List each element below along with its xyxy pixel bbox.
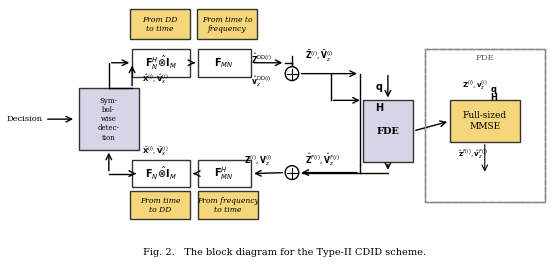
Text: $\hat{\mathbf{Z}}^{\mathrm{DD}(i)}$: $\hat{\mathbf{Z}}^{\mathrm{DD}(i)}$ <box>250 51 271 66</box>
Text: $\mathbf{H}$: $\mathbf{H}$ <box>375 101 384 113</box>
Text: $\mathbf{F}_N \hat{\otimes} \mathbf{I}_M$: $\mathbf{F}_N \hat{\otimes} \mathbf{I}_M… <box>145 165 177 182</box>
Text: $\hat{\mathbf{z}}^{F(i)},\hat{\mathbf{v}}_z^{F(i)}$: $\hat{\mathbf{z}}^{F(i)},\hat{\mathbf{v}… <box>458 148 488 161</box>
Bar <box>450 100 520 142</box>
Text: $\mathbf{H}$: $\mathbf{H}$ <box>490 91 498 102</box>
Bar <box>197 9 257 39</box>
Text: $\hat{\mathbf{Z}}^{F(i)},\hat{\mathbf{V}}_z^{F(i)}$: $\hat{\mathbf{Z}}^{F(i)},\hat{\mathbf{V}… <box>305 151 339 168</box>
Text: From frequency
to time: From frequency to time <box>197 197 259 214</box>
Bar <box>132 160 190 187</box>
Text: $\mathbf{F}_{MN}$: $\mathbf{F}_{MN}$ <box>214 56 234 70</box>
Bar <box>198 191 258 219</box>
Bar <box>132 49 190 77</box>
Text: $\mathbf{q}$: $\mathbf{q}$ <box>490 85 497 96</box>
Text: $\hat{\mathbf{v}}_z^{\mathrm{DD}(i)}$: $\hat{\mathbf{v}}_z^{\mathrm{DD}(i)}$ <box>251 74 271 89</box>
Text: From time to
frequency: From time to frequency <box>202 16 253 33</box>
Bar <box>425 49 545 202</box>
Circle shape <box>285 166 299 180</box>
Text: $\mathbf{q}$: $\mathbf{q}$ <box>375 83 383 94</box>
Bar <box>198 49 252 77</box>
Bar <box>363 100 413 162</box>
Bar <box>79 88 139 150</box>
Text: $\hat{\mathbf{X}}^{(i)},\hat{\mathbf{V}}_x^{(i)}$: $\hat{\mathbf{X}}^{(i)},\hat{\mathbf{V}}… <box>142 72 168 85</box>
Text: FDE: FDE <box>475 54 494 62</box>
Text: Decision: Decision <box>7 115 43 123</box>
Text: $\mathbf{Z}^{(i)},\mathbf{v}_z^{(i)}$: $\mathbf{Z}^{(i)},\mathbf{v}_z^{(i)}$ <box>461 79 487 92</box>
Text: Full-sized
MMSE: Full-sized MMSE <box>463 111 507 131</box>
Text: $\mathbf{Z}^{(i)},\mathbf{V}_z^{(i)}$: $\mathbf{Z}^{(i)},\mathbf{V}_z^{(i)}$ <box>244 153 273 168</box>
Bar <box>198 160 252 187</box>
Text: $\bar{\mathbf{Z}}^{(i)},\bar{\mathbf{V}}_z^{(i)}$: $\bar{\mathbf{Z}}^{(i)},\bar{\mathbf{V}}… <box>305 49 333 64</box>
Text: From time
to DD: From time to DD <box>140 197 181 214</box>
Text: Fig. 2.   The block diagram for the Type-II CDID scheme.: Fig. 2. The block diagram for the Type-I… <box>143 248 425 257</box>
Text: $\mathbf{F}_{MN}^H$: $\mathbf{F}_{MN}^H$ <box>214 165 234 182</box>
Text: $\bar{\mathbf{X}}^{(i)},\bar{\mathbf{V}}_x^{(i)}$: $\bar{\mathbf{X}}^{(i)},\bar{\mathbf{V}}… <box>142 144 168 158</box>
Text: From DD
to time: From DD to time <box>142 16 178 33</box>
Circle shape <box>285 67 299 81</box>
Text: FDE: FDE <box>377 126 399 136</box>
Text: $\mathbf{F}_N^H \hat{\otimes} \mathbf{I}_M$: $\mathbf{F}_N^H \hat{\otimes} \mathbf{I}… <box>145 54 177 72</box>
Bar <box>425 49 545 202</box>
Bar <box>130 191 190 219</box>
Bar <box>130 9 190 39</box>
Text: Sym-
bol-
wise
detec-
tion: Sym- bol- wise detec- tion <box>98 97 120 142</box>
